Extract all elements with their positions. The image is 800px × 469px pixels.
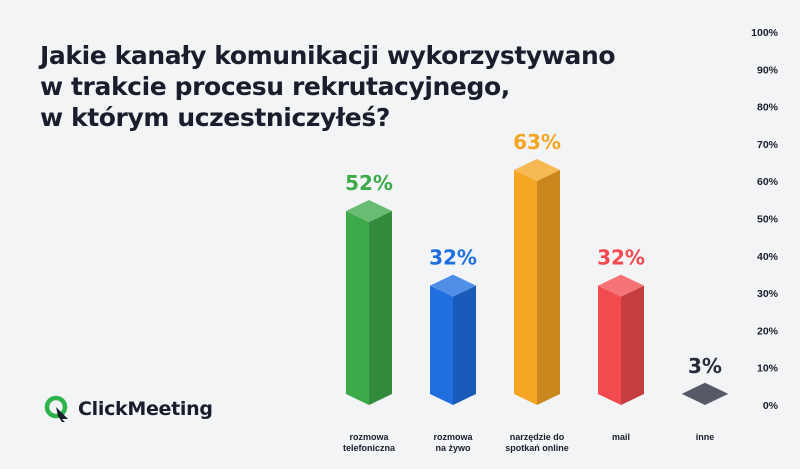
y-tick-label: 10% [757,363,779,375]
bar: 63% [513,130,561,405]
bar-right-face [453,285,476,405]
x-category-label: rozmowa na żywo [433,432,473,453]
bars: 52% 32% 63% 32% 3% [345,130,728,405]
bar-top-face [598,274,644,297]
bar-right-face [621,285,644,405]
y-tick-label: 40% [757,251,779,263]
clickmeeting-logo-icon [44,395,68,422]
y-tick-label: 30% [757,288,779,300]
bar-value-label: 32% [429,246,477,270]
bar: 3% [682,354,728,405]
y-tick-label: 20% [757,325,779,337]
title-line-2: w trakcie procesu rekrutacyjnego, [40,72,510,101]
y-tick-label: 0% [763,400,779,412]
bar-right-face [705,393,728,405]
y-tick-label: 50% [757,214,779,226]
bar-top-face [346,200,392,223]
chart-title: Jakie kanały komunikacji wykorzystywano … [40,40,616,133]
title-line-1: Jakie kanały komunikacji wykorzystywano [40,41,616,70]
y-tick-label: 80% [757,102,779,114]
bar-top-face [430,274,476,297]
bar-left-face [682,393,705,405]
bar: 52% [345,171,393,405]
x-category-label: inne [696,432,715,442]
bar: 32% [597,246,645,405]
bar-value-label: 32% [597,246,645,270]
title-line-3: w którym uczestniczyłeś? [40,103,390,132]
y-axis: 0% 10% 20% 30% 40% 50% 60% 70% 80% 90% 100% [751,27,779,412]
bar-top-face [514,159,560,182]
x-category-label: narzędzie do spotkań online [505,432,569,453]
bar-left-face [346,211,369,405]
bar-value-label: 52% [345,171,393,195]
x-axis: rozmowa telefoniczna rozmowa na żywo narzędz… [343,432,714,453]
bar-value-label: 63% [513,130,561,154]
bar-value-label: 3% [688,354,722,378]
bar-right-face [369,211,392,405]
x-category-label: mail [612,432,630,442]
bar-left-face [430,285,453,405]
x-category-label: rozmowa telefoniczna [343,432,396,453]
y-tick-label: 60% [757,176,779,188]
y-tick-label: 90% [757,64,779,76]
brand-name: ClickMeeting [78,398,213,420]
bar-top-face [682,382,728,405]
brand-logo: ClickMeeting [44,395,213,423]
y-tick-label: 100% [751,27,779,39]
bar-right-face [537,170,560,405]
bar-left-face [514,170,537,405]
bar-left-face [598,285,621,405]
bar: 32% [429,246,477,405]
y-tick-label: 70% [757,139,779,151]
